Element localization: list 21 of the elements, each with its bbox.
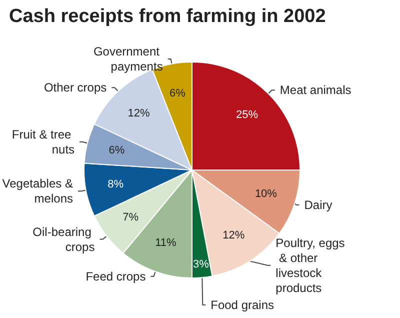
data-label: 6% <box>169 88 186 100</box>
slice-label: Meat animals <box>280 83 352 98</box>
data-label: 10% <box>254 188 278 200</box>
data-label: 3% <box>192 258 210 271</box>
slice-label: Dairy <box>304 198 332 212</box>
chart-title: Cash receipts from farming in 2002 <box>9 6 326 27</box>
data-label: 25% <box>236 109 258 122</box>
data-label: 12% <box>128 107 150 120</box>
slice-label: Poultry, eggs & other livestock products <box>276 236 345 295</box>
slice-label: Food grains <box>210 298 274 312</box>
slice-label: Government payments <box>93 44 163 74</box>
data-label: 11% <box>155 237 176 250</box>
slice-label: Vegetables & melons <box>2 176 73 206</box>
data-label: 8% <box>108 178 124 191</box>
slice-label: Fruit & tree nuts <box>12 127 75 156</box>
slice-label: Oil-bearing crops <box>32 224 95 254</box>
data-label: 7% <box>122 212 139 224</box>
slice-label: Feed crops <box>86 269 146 284</box>
data-label: 6% <box>108 144 125 157</box>
data-label: 12% <box>222 230 245 242</box>
slice-label: Other crops <box>44 80 107 95</box>
